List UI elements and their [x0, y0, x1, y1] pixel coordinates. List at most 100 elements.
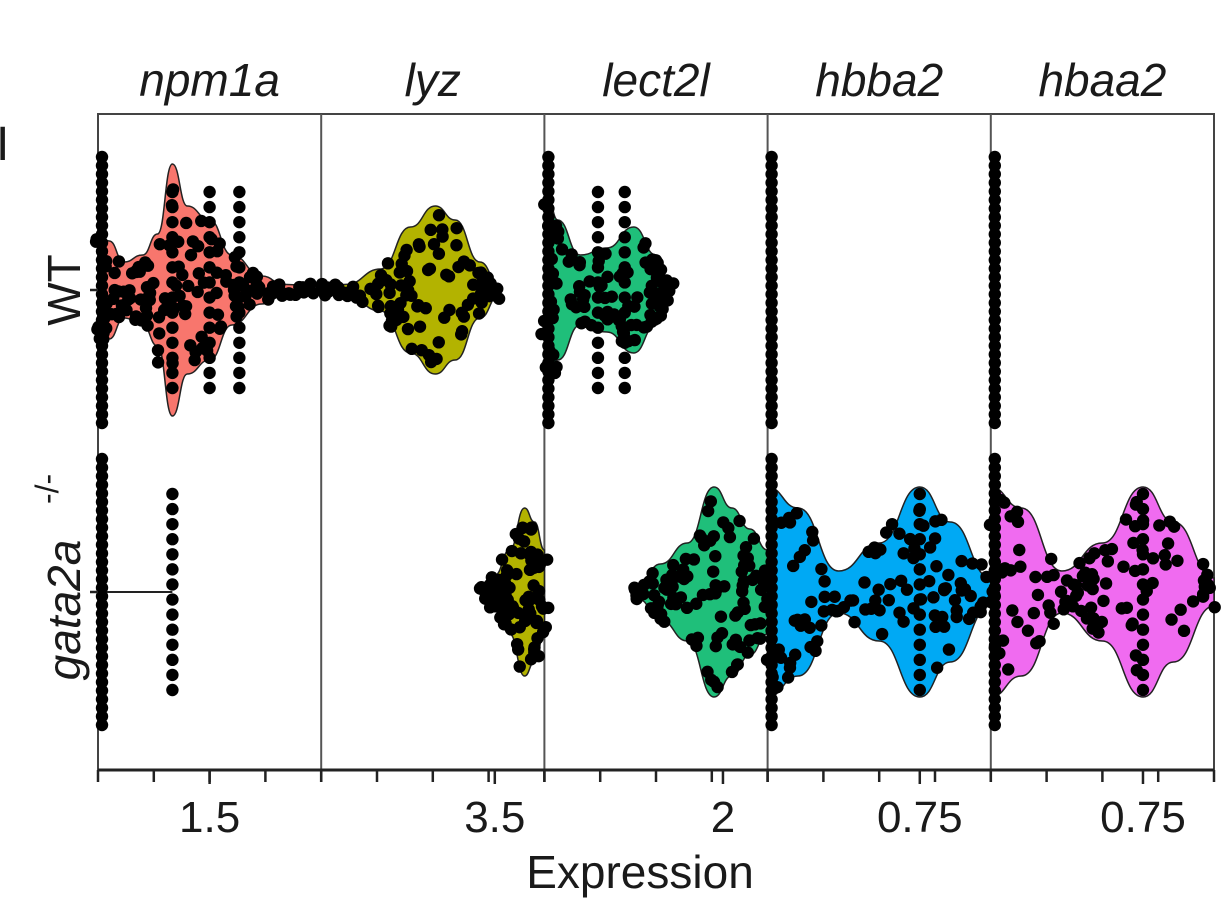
dot-lect2l-1 — [733, 640, 747, 654]
dot-column-hbaa2-0-0 — [988, 159, 1001, 172]
dot-column-npm1a-1-0 — [95, 469, 109, 483]
dot-lect2l-0 — [575, 317, 588, 330]
dot-lect2l-1 — [738, 602, 751, 616]
dot-column-npm1a-1-0 — [95, 598, 109, 612]
dot-column-npm1a-0-2 — [203, 185, 216, 199]
dot-column-lect2l-0-0 — [542, 279, 555, 292]
dot-column-hbba2-1-1 — [913, 517, 926, 531]
dot-hbba2-1 — [927, 591, 940, 604]
dot-npm1a-0 — [147, 276, 160, 290]
dot-column-npm1a-0-1 — [166, 215, 179, 229]
dot-lyz-0 — [405, 289, 418, 302]
dot-column-hbaa2-0-0 — [988, 296, 1001, 310]
dot-column-npm1a-0-2 — [203, 366, 216, 380]
dot-column-lect2l-0-2 — [618, 261, 631, 274]
dot-column-npm1a-0-1 — [166, 246, 179, 259]
dot-npm1a-0 — [192, 267, 206, 280]
dot-column-npm1a-0-3 — [233, 215, 246, 229]
dot-column-npm1a-0-2 — [203, 306, 216, 319]
dot-lect2l-1 — [754, 583, 768, 596]
dot-column-npm1a-0-1 — [166, 185, 179, 199]
dot-lyz-0 — [472, 266, 485, 280]
dot-column-npm1a-0-1 — [166, 351, 179, 365]
dot-lyz-0 — [421, 263, 435, 277]
dot-column-npm1a-0-1 — [166, 200, 179, 214]
dot-column-npm1a-1-0 — [95, 555, 109, 569]
dot-hbba2-1 — [828, 590, 841, 603]
dot-column-hbaa2-0-0 — [988, 348, 1001, 361]
dot-hbaa2-1 — [1014, 560, 1027, 573]
dot-npm1a-0 — [129, 310, 143, 323]
row-label-gata2a-superscript: -/- — [29, 474, 65, 504]
dot-lect2l-1 — [660, 573, 673, 586]
dot-hbaa2-1 — [1174, 603, 1187, 616]
dot-column-hbaa2-1-0 — [988, 461, 1001, 474]
dot-column-lect2l-0-1 — [591, 336, 605, 349]
dot-lyz-0 — [400, 264, 414, 278]
dot-column-npm1a-1-0 — [95, 487, 109, 500]
dot-column-hbba2-0-0 — [765, 322, 778, 335]
dot-lect2l-1 — [696, 588, 710, 602]
panels-layer: npm1a lyz lect2l hbba2 hbaa2 — [97, 54, 1215, 771]
dot-column-npm1a-0-3 — [233, 351, 246, 365]
dot-column-lect2l-0-0 — [542, 408, 555, 421]
dot-column-hbba2-0-0 — [765, 202, 778, 215]
x-tick-label-hbaa2: 0.75 — [1100, 793, 1186, 842]
dot-column-hbaa2-0-0 — [988, 313, 1001, 327]
dot-npm1a-0 — [213, 322, 227, 335]
dot-lect2l-1 — [690, 639, 703, 653]
dot-column-hbba2-0-0 — [765, 279, 778, 292]
dot-lyz-0 — [427, 237, 441, 251]
dot-hbaa2-1 — [1029, 570, 1042, 584]
dot-column-npm1a-0-0 — [95, 270, 109, 284]
dot-hbba2-1 — [962, 612, 976, 626]
dot-column-hbba2-0-0 — [765, 219, 778, 232]
dot-column-npm1a-0-0 — [95, 416, 109, 430]
dot-hbaa2-1 — [1101, 555, 1115, 568]
dots-layer — [89, 150, 1221, 732]
dot-column-hbaa2-1-0 — [988, 555, 1001, 569]
dot-hbaa2-1 — [1127, 536, 1140, 550]
dot-column-hbba2-0-0 — [765, 399, 778, 413]
dot-column-hbba2-1-0 — [765, 710, 778, 723]
dot-hbba2-1 — [884, 577, 897, 591]
dot-column-npm1a-0-2 — [203, 291, 216, 304]
dot-column-lect2l-0-1 — [591, 351, 605, 365]
dot-column-lect2l-0-1 — [591, 291, 605, 304]
dot-column-lect2l-0-0 — [542, 322, 555, 335]
dot-hbba2-1 — [811, 635, 824, 648]
dot-lyz-0 — [413, 320, 427, 333]
dot-column-hbba2-1-0 — [765, 641, 778, 654]
dot-lect2l-0 — [601, 270, 614, 284]
dot-hbba2-1 — [859, 603, 872, 616]
dot-column-hbba2-1-0 — [765, 530, 778, 543]
dot-hbaa2-1 — [1010, 505, 1024, 519]
dot-lect2l-0 — [573, 280, 586, 293]
dot-column-hbba2-1-1 — [913, 578, 926, 591]
dot-lyz-0 — [401, 322, 415, 336]
dot-column-hbba2-1-0 — [765, 512, 778, 526]
dot-column-hbba2-0-0 — [765, 296, 778, 310]
dot-hbba2-1 — [846, 594, 860, 607]
dot-column-hbaa2-1-1 — [1136, 683, 1150, 697]
dot-column-lect2l-0-2 — [618, 215, 631, 229]
dot-column-hbaa2-0-0 — [988, 270, 1001, 284]
dot-column-hbba2-1-1 — [913, 683, 926, 697]
dot-hbaa2-1 — [1177, 624, 1191, 638]
dot-column-lect2l-0-0 — [542, 210, 555, 224]
dot-column-hbba2-0-0 — [765, 253, 778, 267]
dot-column-hbba2-0-0 — [765, 210, 778, 224]
dot-lyz-0 — [370, 287, 383, 301]
dot-lyz-0 — [438, 311, 451, 324]
dot-column-hbaa2-1-1 — [1136, 593, 1150, 606]
dot-lect2l-1 — [730, 658, 744, 671]
dot-column-hbba2-1-1 — [913, 623, 926, 636]
dot-column-npm1a-0-2 — [203, 351, 216, 365]
dot-column-hbba2-1-0 — [765, 538, 778, 552]
dot-lyz-1 — [499, 617, 512, 630]
dot-lect2l-0 — [650, 292, 663, 305]
dot-column-lect2l-0-0 — [542, 288, 555, 301]
dot-column-npm1a-1-0 — [95, 632, 109, 646]
dot-hbaa2-1 — [1085, 568, 1099, 581]
dot-column-npm1a-1-1 — [166, 653, 179, 667]
